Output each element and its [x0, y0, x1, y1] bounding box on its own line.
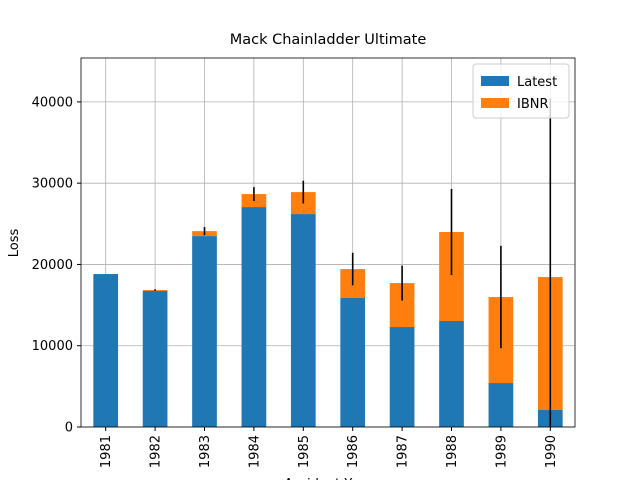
bars [93, 192, 563, 427]
bar-segment [93, 274, 119, 427]
bar-segment [439, 321, 464, 427]
x-tick-label: 1982 [149, 435, 164, 468]
x-tick-label: 1988 [445, 435, 460, 468]
plot-frame [80, 57, 576, 428]
x-tick-label: 1989 [494, 435, 509, 468]
error-bars [154, 98, 552, 427]
y-tick-label: 10000 [32, 339, 73, 354]
bar-segment [142, 291, 168, 427]
y-axis-label: Loss [7, 229, 22, 258]
y-tick-label: 30000 [32, 177, 73, 192]
x-tick-label: 1984 [247, 435, 262, 468]
legend-label: Latest [517, 75, 557, 90]
legend-swatch [481, 98, 509, 108]
y-tick-label: 20000 [32, 258, 73, 273]
y-tick-label: 0 [65, 421, 73, 436]
x-tick-label: 1986 [346, 435, 361, 468]
legend-swatch [481, 76, 509, 86]
x-axis-label: Accident Year [284, 477, 372, 480]
chart-title: Mack Chainladder Ultimate [230, 32, 427, 48]
x-tick-label: 1990 [544, 435, 559, 468]
x-tick-label: 1981 [99, 435, 114, 468]
bar-segment [340, 298, 366, 427]
x-tick-label: 1983 [198, 435, 213, 468]
bar-segment [488, 383, 514, 427]
bar-segment [241, 207, 267, 427]
legend-label: IBNR [517, 97, 549, 112]
bar-segment [290, 214, 316, 427]
y-tick-label: 40000 [32, 95, 73, 110]
bar-segment [192, 236, 217, 427]
legend: Latest IBNR [472, 63, 570, 119]
x-tick-label: 1985 [297, 435, 312, 468]
bar-segment [389, 327, 415, 427]
x-tick-label: 1987 [396, 435, 411, 468]
